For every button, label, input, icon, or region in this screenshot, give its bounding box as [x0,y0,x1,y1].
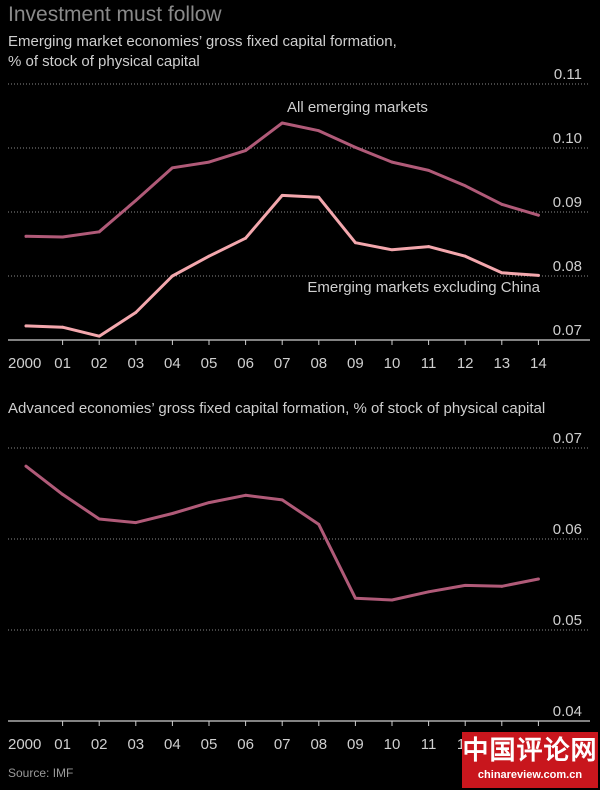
chart1-data-point [24,234,28,238]
chart1-data-point [463,184,467,188]
chart2-x-tick-label: 11 [421,736,437,753]
chart1-data-point [500,202,504,206]
chart2-data-point [317,523,321,526]
chart1-data-point [354,241,357,245]
chart1-data-point [427,245,430,248]
chart2-data-point [280,498,284,502]
chart1-y-tick-label: 0.07 [553,322,582,339]
chinareview-logo: 中国评论网 chinareview.com.cn [462,732,598,788]
chart2-data-point [463,584,467,587]
chart2-x-tick-label: 2000 [8,736,41,753]
chart1-y-tick-label: 0.08 [553,258,582,275]
chart2-y-tick-label: 0.06 [553,521,582,538]
chart2-data-point [354,596,357,600]
chart2-data-point [134,521,138,525]
chart1-data-point [537,213,540,217]
chart1-subtitle-line2: % of stock of physical capital [8,53,200,70]
chart2-x-tick-label: 04 [164,736,181,753]
chart1-data-point [207,160,211,164]
chart2-data-point [207,501,211,504]
chart1-data-point [97,230,101,234]
chart1-x-tick-label: 04 [164,355,181,372]
chart1-data-point [317,195,321,199]
chart1-data-point [171,274,174,278]
chart2-series-line-1 [24,464,540,602]
chart1-data-point [280,193,284,197]
chart2-data-point [171,512,174,515]
chart1-series-label-2: Emerging markets excluding China [307,279,540,296]
chart1-x-tick-label: 2000 [8,355,41,372]
chart2-x-tick-label: 06 [237,736,254,753]
chart1-x-tick-label: 07 [274,355,291,372]
source-note: Source: IMF [8,766,74,780]
chart2-y-tick-label: 0.07 [553,430,582,447]
chart2-data-point [537,577,540,581]
chart1-data-point [463,254,467,258]
chart1-x-tick-label: 12 [457,355,474,372]
chart1-data-point [280,121,284,125]
logo-url: chinareview.com.cn [477,769,583,781]
chart2-y-tick-label: 0.04 [553,703,582,720]
chart2-x-tick-label: 01 [54,736,71,753]
chart1-series-line-1 [24,121,540,239]
chart1-data-point [244,149,248,152]
chart2-data-point [244,493,248,497]
logo-text: 中国评论网 [462,736,598,766]
chart2-data-point [97,517,101,521]
chart2-x-tick-label: 08 [310,736,327,753]
chart1-series-label-1: All emerging markets [287,99,428,116]
chart2-x-tick-label: 05 [201,736,218,753]
chart1-data-point [427,169,430,172]
chart1-x-tick-label: 02 [91,355,108,372]
chart-title: Investment must follow [8,3,222,26]
chart2-data-point [390,598,394,602]
chart1-x-tick-label: 05 [201,355,218,372]
chart2-x-tick-label: 03 [127,736,144,753]
chart1-data-point [97,334,101,338]
chart1-x-tick-label: 09 [347,355,364,372]
chart1-x-tick-label: 03 [127,355,144,372]
chart1-y-tick-label: 0.09 [553,194,582,211]
chart1-data-point [354,145,357,149]
chart2-x-tick-label: 09 [347,736,364,753]
chart2-data-point [500,584,504,588]
chart1-data-point [24,324,28,328]
chart1-x-tick-label: 13 [493,355,510,372]
chart1-data-point [244,236,248,240]
chart2-data-point [427,590,430,594]
chart1-x-tick-label: 11 [421,355,437,372]
chart1-data-point [537,273,540,277]
chart2-y-tick-label: 0.05 [553,612,582,629]
chart2-subtitle: Advanced economies’ gross fixed capital … [8,400,546,417]
chart2-x-tick-label: 10 [384,736,401,753]
chart1-x-tick-label: 10 [384,355,401,372]
chart1-x-tick-label: 01 [54,355,71,372]
chart2-data-point [61,493,64,496]
chart2-x-tick-label: 02 [91,736,108,753]
chart1-x-tick-label: 08 [310,355,327,372]
chart1-data-point [171,166,174,170]
chart1-data-point [134,311,138,314]
chart1-data-point [390,248,394,252]
chart1-data-point [134,199,138,202]
chart1-data-point [390,160,394,164]
chart1-data-point [61,325,64,329]
chart1-y-tick-label: 0.10 [553,130,582,147]
chart1-data-point [317,129,321,133]
chart1-x-tick-label: 06 [237,355,254,372]
chart1-data-point [207,254,211,258]
chart1-y-tick-label: 0.11 [554,66,582,83]
chart2-data-point [24,464,28,468]
chart1-data-point [61,235,64,239]
chart1-data-point [500,271,504,275]
chart1-series-line-2 [24,193,540,338]
chart1-x-tick-label: 14 [530,355,547,372]
emerging-markets-chart: 0.07 0.08 0.09 0.10 0.11 2000 01 02 03 04 05 06 07 08… [8,66,590,372]
chart2-x-tick-label: 07 [274,736,291,753]
chart1-subtitle-line1: Emerging market economies’ gross fixed c… [8,33,397,50]
